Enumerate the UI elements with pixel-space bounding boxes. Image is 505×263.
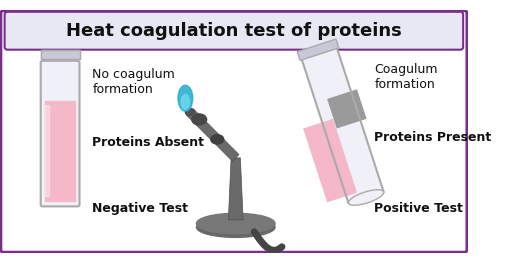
Polygon shape	[326, 89, 366, 129]
Polygon shape	[297, 39, 338, 60]
Ellipse shape	[185, 108, 194, 116]
Bar	[40, 50, 79, 59]
Text: Heat coagulation test of proteins: Heat coagulation test of proteins	[66, 22, 401, 40]
Text: Proteins Present: Proteins Present	[374, 131, 491, 144]
FancyBboxPatch shape	[5, 12, 462, 50]
Bar	[45, 100, 75, 201]
Polygon shape	[228, 158, 243, 220]
Text: No coagulum
formation: No coagulum formation	[92, 68, 175, 96]
Polygon shape	[302, 119, 357, 202]
Ellipse shape	[181, 94, 189, 109]
Ellipse shape	[178, 85, 192, 111]
Ellipse shape	[211, 135, 223, 144]
Ellipse shape	[191, 114, 206, 125]
Bar	[45, 105, 49, 196]
Text: Negative Test: Negative Test	[92, 202, 188, 215]
Ellipse shape	[196, 213, 275, 234]
Text: Positive Test: Positive Test	[374, 202, 463, 215]
Text: Coagulum
formation: Coagulum formation	[374, 63, 437, 92]
Text: Proteins Absent: Proteins Absent	[92, 136, 204, 149]
FancyBboxPatch shape	[40, 61, 79, 206]
Polygon shape	[300, 44, 383, 203]
Polygon shape	[186, 109, 238, 161]
Ellipse shape	[348, 190, 383, 205]
Bar	[40, 50, 79, 59]
FancyBboxPatch shape	[1, 11, 466, 252]
Ellipse shape	[196, 217, 275, 237]
